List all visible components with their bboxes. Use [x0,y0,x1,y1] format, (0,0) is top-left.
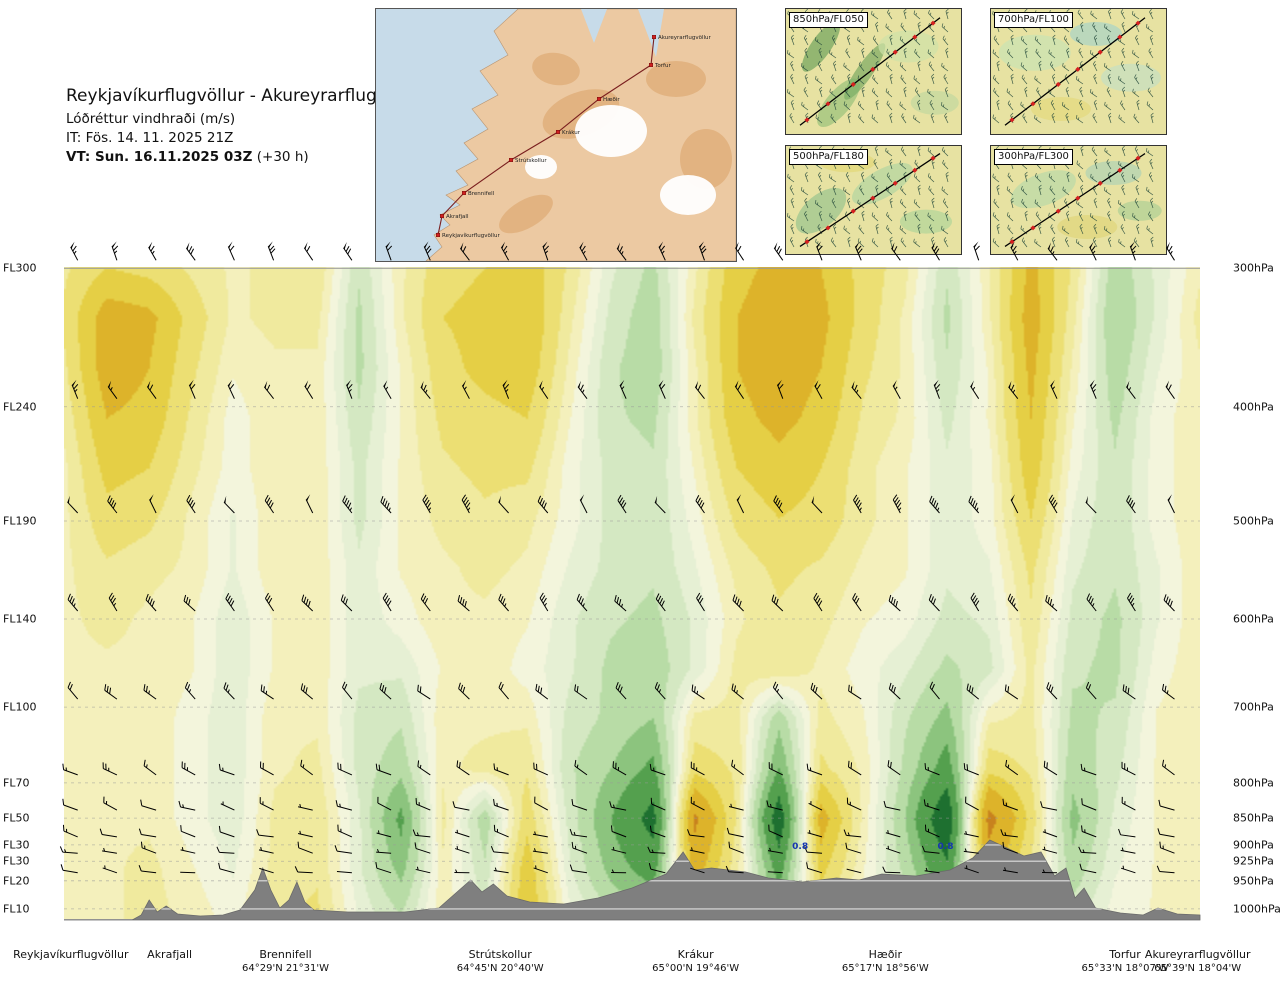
flight-level-label: FL20 [3,874,30,888]
waypoint-marker [439,213,444,218]
pressure-level-map-850: 850hPa/FL050 [785,8,962,135]
flight-level-label: FL140 [3,612,37,626]
waypoint-label: Akrafjall [446,214,469,220]
pressure-label: 500hPa [1233,514,1274,528]
cross-section-chart: 0.8 0.8 [59,241,1201,921]
waypoint-marker [596,96,601,101]
flight-level-label: FL30 [3,838,30,852]
waypoint-label: Akureyrarflugvöllur [658,35,712,41]
waypoint-label: Brennifell [468,191,495,197]
station-label: Akrafjall [147,948,193,961]
station-label: Strútskollur 64°45'N 20°40'W [456,948,544,974]
route-map: Reykjavíkurflugvöllur Akrafjall Brennifell… [375,8,737,262]
waypoint-label: Hæðir [603,97,620,103]
station-label: Krákur 65°00'N 19°46'W [652,948,740,974]
pressure-label: 950hPa [1233,874,1274,888]
map-label-850: 850hPa/FL050 [789,12,868,28]
waypoint-label: Torfur [654,63,671,69]
station-label: Akureyrarflugvöllur 65°39'N 18°04'W [1144,948,1251,974]
pressure-label: 300hPa [1233,261,1274,275]
waypoint-label: Krákur [562,129,581,136]
station-label: Brennifell 64°29'N 21°31'W [242,948,329,974]
pressure-label: 400hPa [1233,400,1274,414]
pressure-label: 925hPa [1233,854,1274,868]
map-label-500: 500hPa/FL180 [789,149,868,165]
flight-level-axis: FL300 FL240 FL190 FL140 FL100 FL70 FL50 FL30 FL3… [3,262,61,920]
valid-time: VT: Sun. 16.11.2025 03Z (+30 h) [66,149,425,165]
station-axis: Reykjavíkurflugvöllur Akrafjall Brennifell… [13,948,1250,980]
flight-level-label: FL100 [3,700,37,714]
flight-level-label: FL50 [3,811,30,825]
header: Reykjavíkurflugvöllur - Akureyrarflugvöl… [66,86,425,168]
map-700-canvas [991,9,1166,134]
pressure-axis: 300hPa 400hPa 500hPa 600hPa 700hPa 800hPa 850h… [1233,262,1280,920]
map-500-canvas [786,146,961,254]
pressure-level-map-700: 700hPa/FL100 [990,8,1167,135]
valid-time-offset: (+30 h) [256,149,309,165]
map-300-canvas [991,146,1166,254]
station-label: Hæðir 65°17'N 18°56'W [841,948,929,974]
flight-level-label: FL240 [3,400,37,414]
init-time: IT: Fös. 14. 11. 2025 21Z [66,130,234,146]
vertical-velocity-fill [64,267,1200,920]
waypoint-marker [649,63,654,68]
map-label-300: 300hPa/FL300 [994,149,1073,165]
map-label-700: 700hPa/FL100 [994,12,1073,28]
flight-level-label: FL300 [3,261,37,275]
waypoint-marker [555,129,560,134]
pressure-label: 1000hPa [1233,902,1280,916]
pressure-level-map-500: 500hPa/FL180 [785,145,962,255]
waypoint-label: Strútskollur [515,157,547,164]
waypoint-marker [436,232,441,237]
waypoint-marker [652,35,657,40]
station-label: Reykjavíkurflugvöllur [13,948,129,961]
waypoint-marker [508,157,513,162]
chart-subtitle: Lóðréttur vindhraði (m/s) [66,111,236,127]
valid-time-value: VT: Sun. 16.11.2025 03Z [66,149,253,165]
page-title: Reykjavíkurflugvöllur - Akureyrarflugvöl… [66,86,425,106]
station-label: Torfur 65°33'N 18°07'W [1081,948,1169,974]
flight-level-label: FL10 [3,902,30,916]
pressure-label: 800hPa [1233,776,1274,790]
flight-level-label: FL30 [3,854,30,868]
pressure-level-map-300: 300hPa/FL300 [990,145,1167,255]
waypoint-marker [461,190,466,195]
pressure-label: 850hPa [1233,811,1274,825]
pressure-label: 600hPa [1233,612,1274,626]
route-map-canvas: Reykjavíkurflugvöllur Akrafjall Brennifell… [376,9,736,261]
flight-level-label: FL190 [3,514,37,528]
map-850-canvas [786,9,961,134]
pressure-label: 700hPa [1233,700,1274,714]
waypoint-label: Reykjavíkurflugvöllur [442,232,500,239]
flight-level-label: FL70 [3,776,30,790]
pressure-label: 900hPa [1233,838,1274,852]
